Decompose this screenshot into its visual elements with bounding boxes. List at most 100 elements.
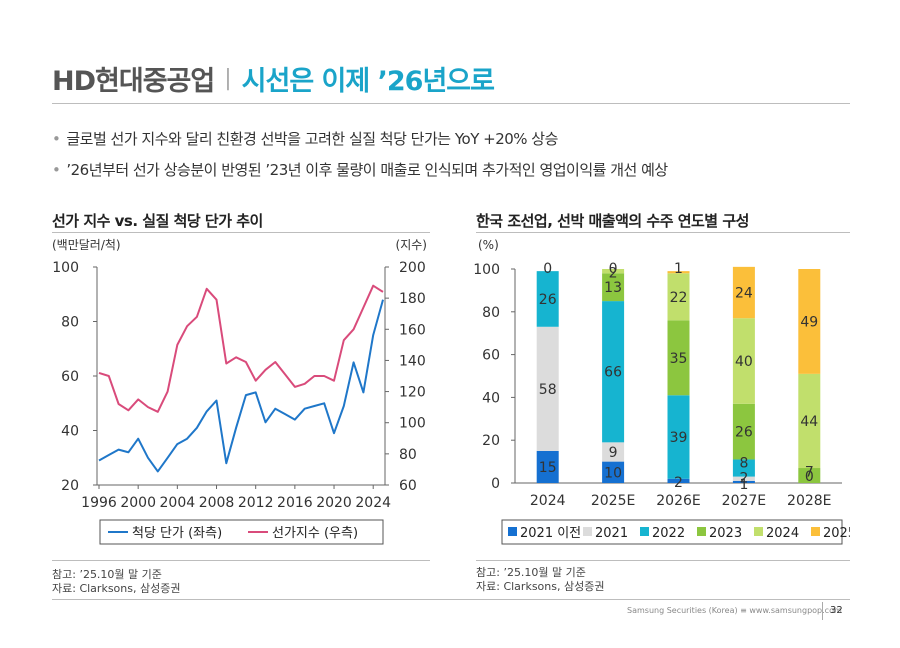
right-y-tick-label: 200 <box>399 260 426 276</box>
right-bottom-divider <box>476 560 850 561</box>
stacked-bar-chart: (%)020406080100155826020241096613202025E… <box>473 238 850 545</box>
legend-label: 2024 <box>766 526 799 541</box>
right-y-tick-label: 60 <box>399 478 417 494</box>
bar-data-label: 24 <box>735 286 753 302</box>
right-y-tick-label: 180 <box>399 291 426 307</box>
left-y-tick-label: 60 <box>61 369 79 385</box>
legend-label: 2025 <box>823 526 850 541</box>
footer-divider <box>52 599 850 600</box>
bar-data-label: 0 <box>609 261 618 277</box>
left-y-tick-label: 20 <box>61 478 79 494</box>
right-y-tick-label: 140 <box>399 353 426 369</box>
line-chart: (백만달러/척) (지수) 20 40 60 80 100 60 80 100 120 140 160 1… <box>52 238 427 545</box>
bullet-dot-icon: • <box>52 130 61 148</box>
bar-data-label: 35 <box>670 351 688 367</box>
bar-segment <box>798 269 821 374</box>
bar-data-label: 66 <box>604 365 622 381</box>
x-tick-label: 2026E <box>656 493 700 509</box>
bar-data-label: 58 <box>539 382 557 398</box>
bar-data-label: 49 <box>800 314 818 330</box>
bar-data-label: 26 <box>539 292 557 308</box>
footer-source: Samsung Securities (Korea) ≡ www.samsung… <box>627 606 842 615</box>
bar-segment <box>732 403 755 460</box>
bar-segment <box>536 271 559 327</box>
bar-data-label: 39 <box>670 430 688 446</box>
bar-segment <box>732 480 755 483</box>
bar-data-label: 1 <box>674 261 683 277</box>
bar-segment <box>667 320 690 396</box>
bar-data-label: 10 <box>604 465 622 481</box>
bar-segment <box>732 476 755 481</box>
bar-data-label: 44 <box>800 414 818 430</box>
legend-label: 척당 단가 (좌측) <box>132 526 222 541</box>
right-axis-unit: (지수) <box>396 238 427 252</box>
legend-label: 2021 <box>595 526 628 541</box>
left-axis-unit: (백만달러/척) <box>52 238 121 252</box>
left-bottom-divider <box>52 560 430 561</box>
bar-data-label: 0 <box>805 469 814 485</box>
right-y-tick-label: 120 <box>399 385 426 401</box>
x-tick-label: 2028E <box>787 493 831 509</box>
legend-swatch <box>697 527 706 536</box>
right-chart-title: 한국 조선업, 선박 매출액의 수주 연도별 구성 <box>476 212 749 230</box>
y-tick-label: 20 <box>482 433 500 449</box>
left-y-tick-label: 100 <box>52 260 79 276</box>
x-tick-label: 1996 <box>81 495 117 511</box>
x-tick-label: 2004 <box>160 495 196 511</box>
x-tick-label: 2027E <box>722 493 766 509</box>
legend-swatch <box>508 527 517 536</box>
bar-data-label: 40 <box>735 354 753 370</box>
left-chart-title: 선가 지수 vs. 실질 척당 단가 추이 <box>52 212 263 230</box>
page-title: 시선은 이제 ’26년으로 <box>241 65 495 97</box>
y-tick-label: 40 <box>482 390 500 406</box>
bar-data-label: 2 <box>674 475 683 491</box>
price-index-line <box>98 284 384 413</box>
bar-data-label: 2 <box>739 471 748 487</box>
legend-label: 2022 <box>652 526 685 541</box>
bar-data-label: 8 <box>739 456 748 472</box>
bar-segment <box>667 271 690 274</box>
x-tick-label: 2000 <box>120 495 156 511</box>
footer-separator <box>822 602 823 620</box>
left-y-tick-label: 40 <box>61 424 79 440</box>
legend-swatch <box>640 527 649 536</box>
bar-segment <box>602 461 625 483</box>
x-tick-label: 2024 <box>355 495 391 511</box>
left-note-line-1: 참고: ’25.10월 말 기준 <box>52 568 162 581</box>
right-section-divider <box>476 232 850 233</box>
bar-segment <box>667 395 690 479</box>
bar-data-label: 1 <box>739 477 748 493</box>
x-tick-label: 2016 <box>277 495 313 511</box>
left-section-divider <box>52 232 430 233</box>
left-note-line-2: 자료: Clarksons, 삼성증권 <box>52 582 181 595</box>
title-divider <box>52 103 850 104</box>
right-y-tick-label: 160 <box>399 322 426 338</box>
bar-data-label: 13 <box>604 280 622 296</box>
legend-label: 선가지수 (우측) <box>272 526 358 541</box>
unit-price-line <box>98 299 384 473</box>
y-tick-label: 80 <box>482 305 500 321</box>
y-tick-label: 60 <box>482 348 500 364</box>
legend-label: 2023 <box>709 526 742 541</box>
x-tick-label: 2012 <box>238 495 274 511</box>
bullet-2-text: ’26년부터 선가 상승분이 반영된 ’23년 이후 물량이 매출로 인식되며 … <box>66 161 668 179</box>
page-header: HD현대중공업 | 시선은 이제 ’26년으로 <box>52 58 495 98</box>
right-y-tick-label: 80 <box>399 447 417 463</box>
y-tick-label: 100 <box>473 262 500 278</box>
bar-segment <box>667 273 690 321</box>
bar-segment <box>798 373 821 469</box>
bar-data-label: 2 <box>609 265 618 281</box>
bar-segment <box>732 459 755 477</box>
bar-segment <box>798 468 821 483</box>
bar-segment <box>602 273 625 302</box>
x-tick-label: 2024 <box>530 493 566 509</box>
right-note-line-1: 참고: ’25.10월 말 기준 <box>476 566 586 579</box>
y-tick-label: 0 <box>491 476 500 492</box>
legend-swatch <box>811 527 820 536</box>
right-legend <box>501 519 843 545</box>
bar-segment <box>536 450 559 483</box>
bullet-1-text: 글로벌 선가 지수와 달리 친환경 선박을 고려한 실질 척당 단가는 YoY … <box>66 130 558 148</box>
legend-swatch <box>754 527 763 536</box>
bar-segment <box>732 266 755 319</box>
x-tick-label: 2020 <box>316 495 352 511</box>
